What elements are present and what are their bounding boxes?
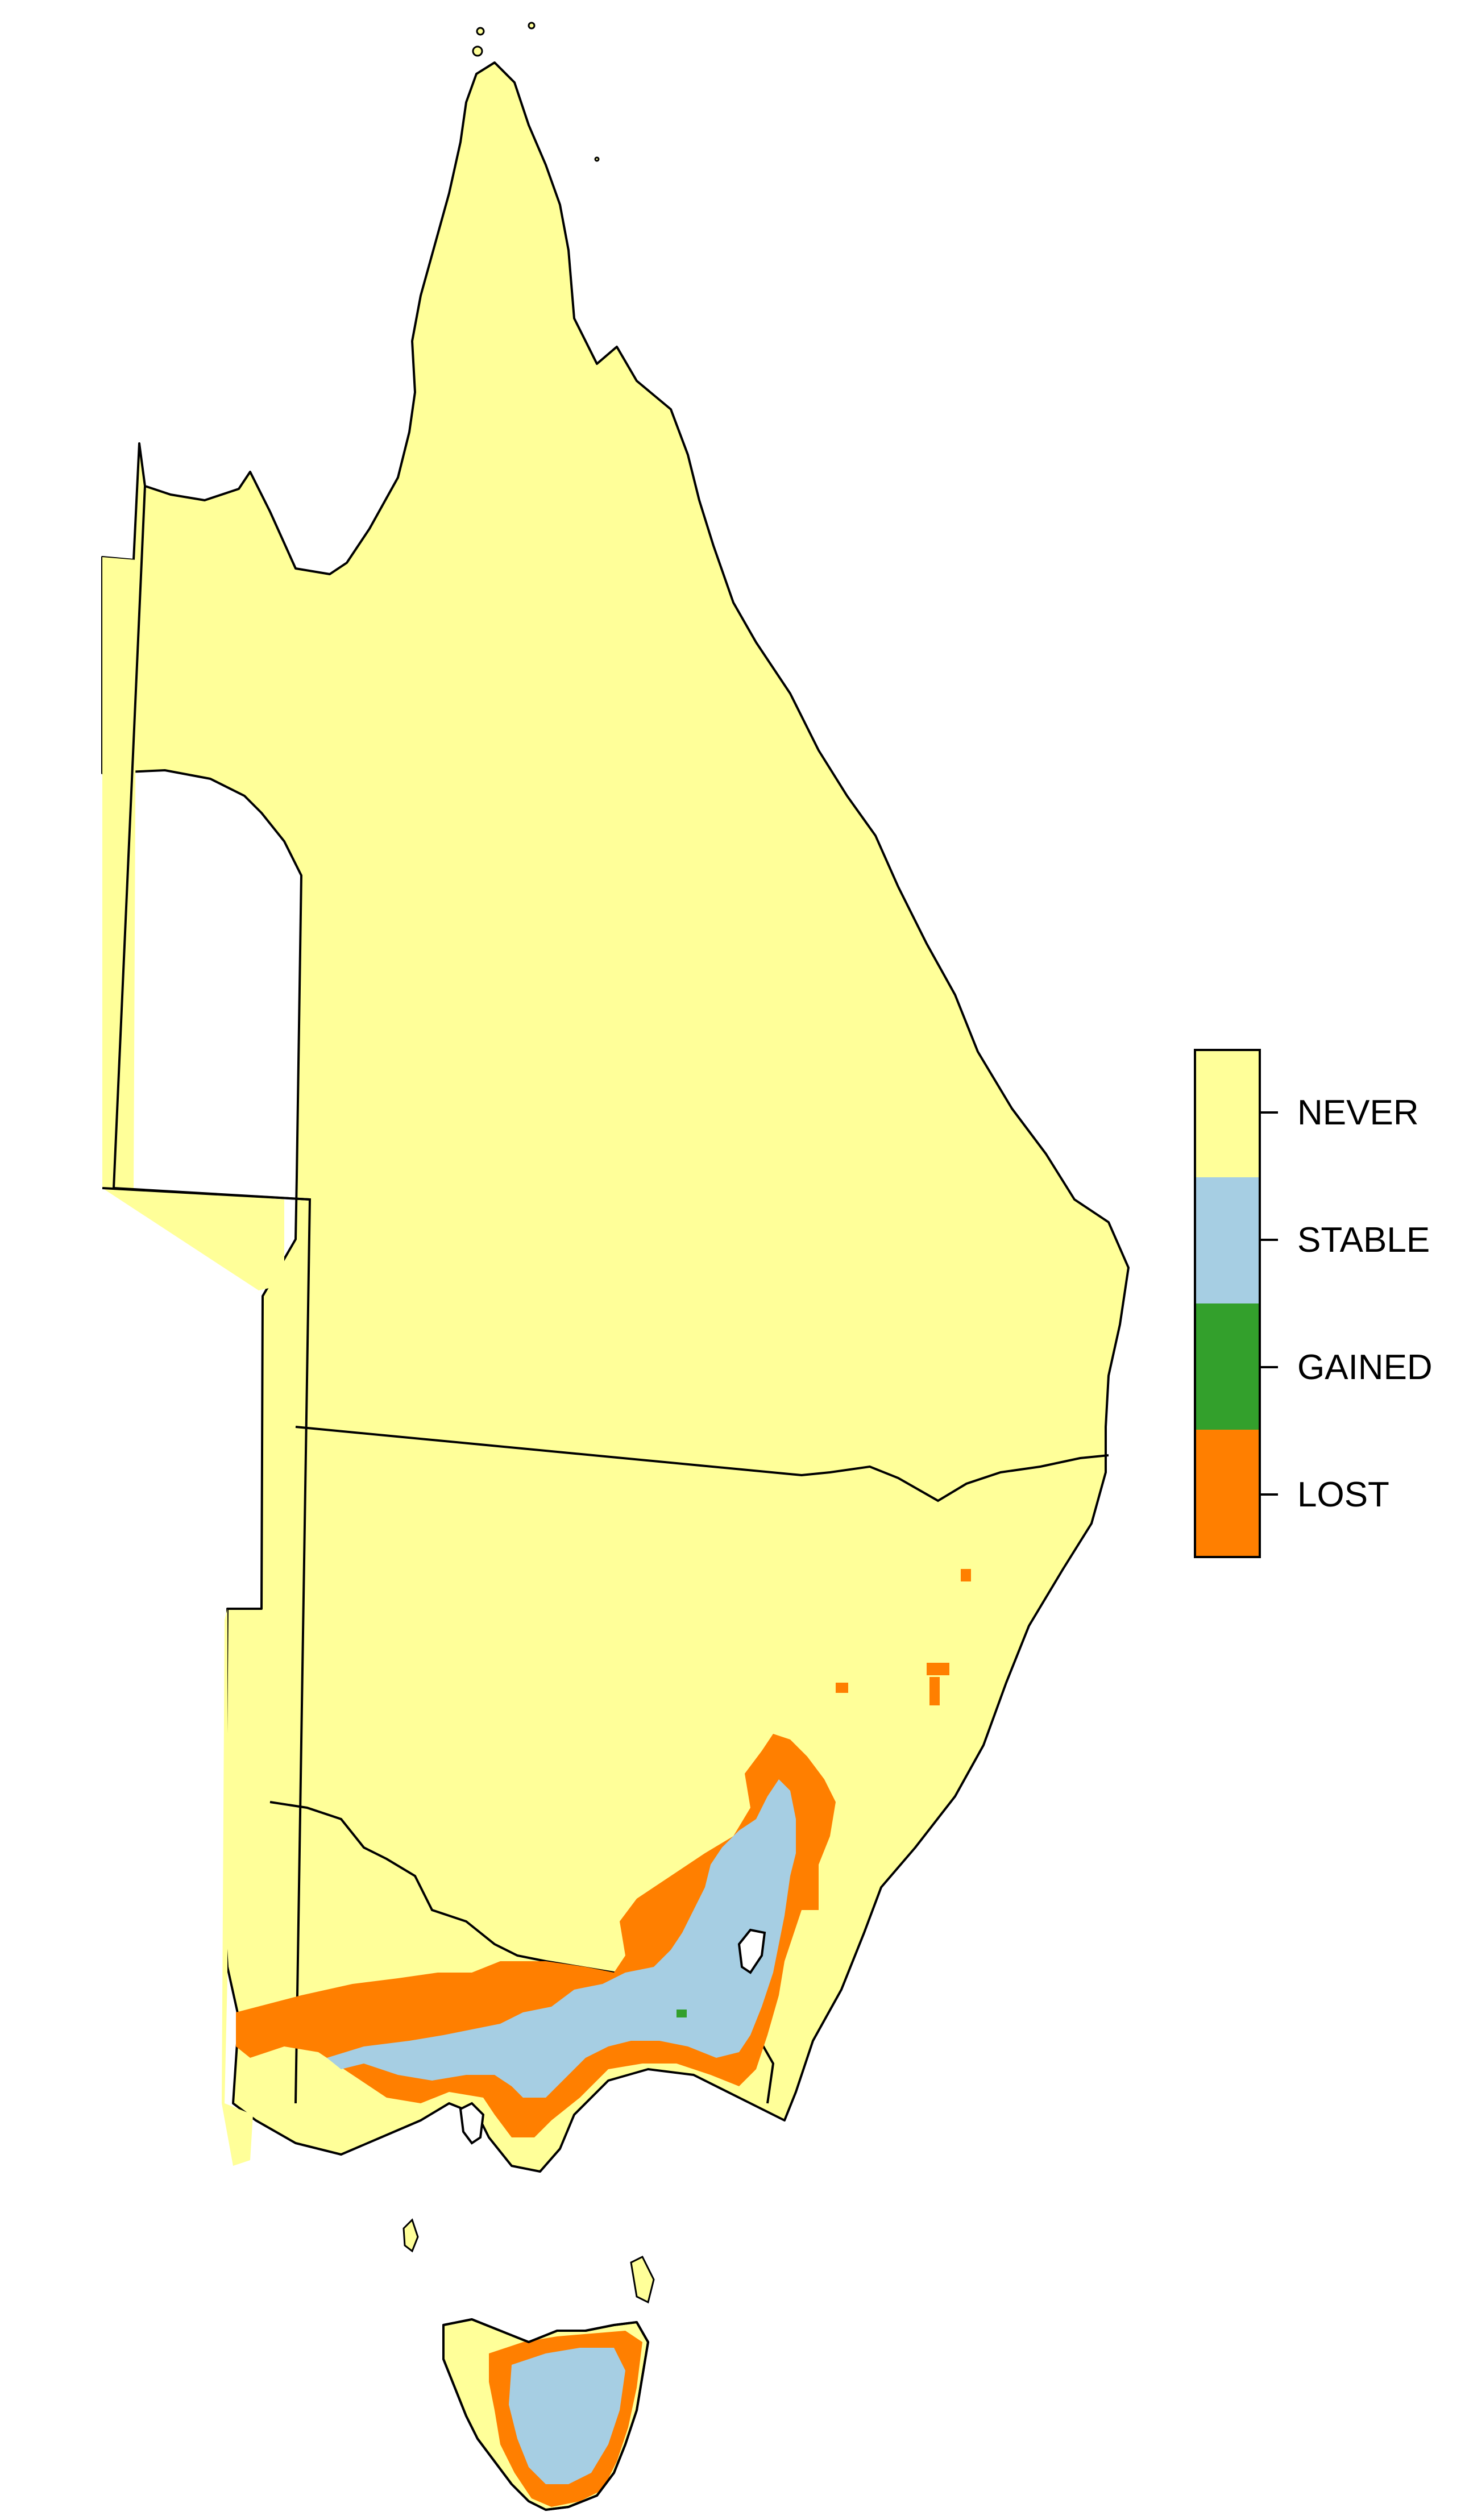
- bass-strait-islands: [402, 2218, 655, 2304]
- tasmania-outline: [442, 2318, 649, 2511]
- port-phillip-bay: [459, 2102, 485, 2145]
- legend-tick: [1259, 1493, 1278, 1496]
- western-margin-strip: [102, 557, 284, 2166]
- stable-areas-tasmania: [509, 2348, 625, 2484]
- legend-tick: [1259, 1111, 1278, 1114]
- legend-tick: [1259, 1366, 1278, 1368]
- legend-swatch-stable: [1196, 1177, 1259, 1303]
- legend-label-never: NEVER: [1297, 1093, 1419, 1132]
- gained-cell: [677, 2010, 687, 2017]
- legend-swatch-gained: [1196, 1303, 1259, 1430]
- legend-swatch-never: [1196, 1051, 1259, 1177]
- inland-lake: [737, 1928, 766, 1974]
- legend-colorbar: [1194, 1049, 1261, 1558]
- mainland-region: [101, 61, 1130, 2173]
- legend-swatch-lost: [1196, 1430, 1259, 1556]
- legend-label-gained: GAINED: [1297, 1348, 1433, 1387]
- legend-tick: [1259, 1239, 1278, 1241]
- legend-label-stable: STABLE: [1297, 1220, 1430, 1260]
- torres-strait-islands: [472, 22, 600, 162]
- stable-areas-mainland: [327, 1779, 796, 2098]
- legend-label-lost: LOST: [1297, 1475, 1389, 1514]
